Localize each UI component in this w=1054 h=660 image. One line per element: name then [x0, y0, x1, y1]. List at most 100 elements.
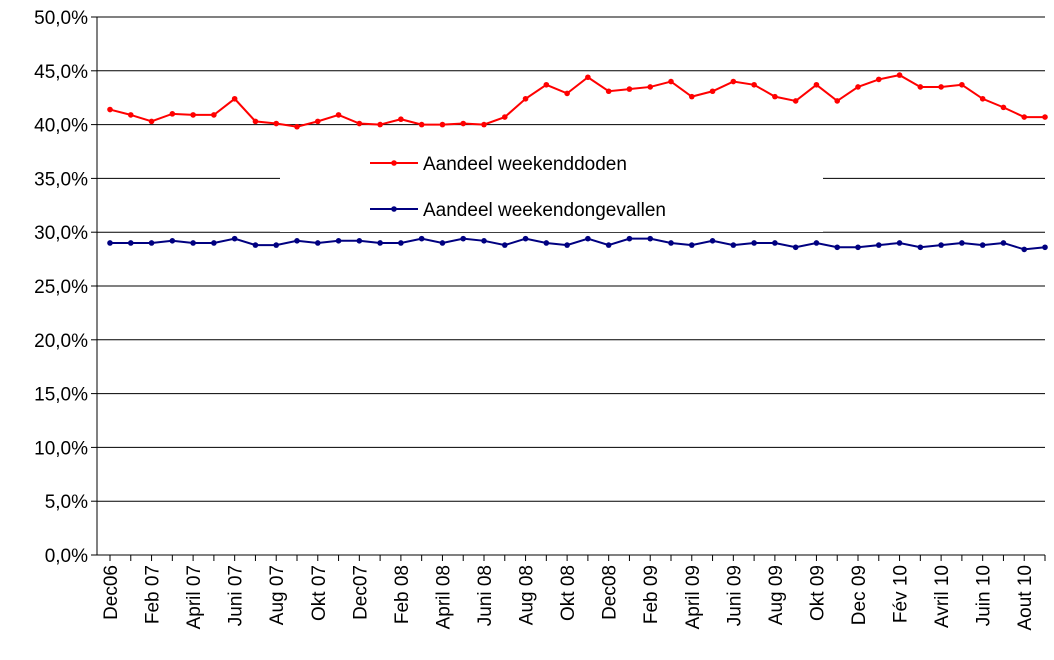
- data-point: [543, 240, 550, 246]
- data-point: [273, 242, 280, 248]
- data-point: [335, 238, 342, 244]
- data-point: [564, 242, 570, 248]
- data-point: [356, 120, 363, 127]
- data-point: [605, 242, 612, 248]
- data-point: [522, 235, 529, 242]
- data-point: [896, 240, 903, 246]
- series-line: [109, 74, 1045, 128]
- data-point: [772, 93, 778, 100]
- x-tick-label: Aug 09: [766, 565, 787, 625]
- data-point: [647, 235, 654, 242]
- data-point: [231, 95, 238, 102]
- y-tick-label: 25,0%: [34, 277, 88, 298]
- data-point: [190, 240, 196, 246]
- data-point: [813, 81, 820, 88]
- data-point: [730, 242, 737, 248]
- legend-label: Aandeel weekenddoden: [423, 154, 627, 175]
- data-point: [688, 93, 695, 100]
- data-point: [709, 88, 716, 95]
- y-tick-label: 10,0%: [34, 438, 88, 459]
- data-point: [626, 235, 633, 242]
- x-tick-label: Juni 08: [475, 565, 496, 626]
- x-tick-label: Dec 09: [849, 565, 870, 625]
- data-point: [688, 242, 695, 248]
- x-tick-label: Feb 07: [143, 565, 164, 624]
- data-point: [626, 86, 633, 92]
- data-point: [273, 120, 280, 127]
- y-tick-label: 50,0%: [34, 8, 88, 29]
- x-tick-label: Juni 07: [226, 565, 247, 626]
- x-tick-label: Okt 07: [309, 565, 330, 621]
- y-tick-label: 5,0%: [45, 492, 88, 513]
- x-tick-label: Aug 08: [517, 565, 538, 625]
- data-point: [875, 76, 882, 83]
- data-point: [190, 112, 196, 118]
- x-tick-label: Feb 09: [641, 565, 662, 624]
- y-tick-label: 20,0%: [34, 331, 88, 352]
- data-point: [481, 238, 487, 244]
- x-tick-label: Okt 09: [807, 565, 828, 621]
- legend-marker: [391, 160, 397, 166]
- data-point: [875, 242, 882, 248]
- x-tick-label: Aout 10: [1015, 565, 1036, 631]
- data-point: [522, 95, 529, 102]
- data-point: [398, 116, 404, 123]
- x-tick-label: Okt 08: [558, 565, 579, 621]
- data-point: [896, 72, 903, 78]
- data-point: [1021, 246, 1028, 253]
- data-point: [439, 240, 446, 246]
- data-point: [1042, 244, 1048, 251]
- data-point: [377, 121, 383, 128]
- data-point: [148, 118, 155, 125]
- x-tick-label: Feb 08: [392, 565, 413, 624]
- data-point: [211, 240, 217, 246]
- legend-marker: [391, 206, 397, 212]
- y-tick-label: 40,0%: [34, 116, 88, 137]
- data-point: [460, 235, 467, 242]
- data-point: [294, 238, 300, 244]
- x-tick-label: April 08: [433, 565, 454, 629]
- data-point: [1000, 240, 1007, 246]
- data-point: [231, 235, 238, 242]
- data-point: [647, 84, 654, 90]
- data-point: [834, 244, 841, 251]
- data-point: [148, 240, 155, 246]
- data-point: [855, 84, 861, 90]
- data-point: [751, 81, 757, 88]
- data-point: [169, 111, 176, 117]
- y-tick-label: 35,0%: [34, 169, 88, 190]
- data-point: [252, 118, 259, 125]
- data-point: [668, 240, 674, 246]
- data-point: [1021, 114, 1028, 120]
- y-tick-label: 30,0%: [34, 223, 88, 244]
- data-point: [501, 242, 508, 248]
- data-point: [938, 84, 944, 90]
- x-tick-label: Juin 10: [974, 565, 995, 626]
- y-tick-label: 15,0%: [34, 385, 88, 406]
- data-point: [356, 238, 363, 244]
- data-point: [314, 240, 321, 246]
- data-point: [439, 121, 446, 128]
- data-point: [294, 123, 300, 130]
- data-point: [668, 78, 674, 85]
- data-point: [834, 98, 841, 104]
- x-tick-label: April 07: [184, 565, 205, 629]
- x-tick-label: Aug 07: [267, 565, 288, 625]
- data-point: [917, 84, 924, 90]
- data-point: [959, 240, 965, 246]
- data-point: [127, 240, 134, 246]
- y-tick-label: 0,0%: [45, 546, 88, 567]
- x-tick-label: Dec07: [350, 565, 371, 620]
- data-point: [211, 112, 217, 118]
- data-point: [959, 81, 965, 88]
- data-point: [169, 238, 176, 244]
- data-point: [585, 74, 591, 81]
- data-point: [979, 95, 986, 102]
- data-point: [938, 242, 944, 248]
- data-point: [252, 242, 259, 248]
- data-point: [127, 112, 134, 118]
- data-point: [730, 78, 737, 85]
- data-point: [792, 244, 799, 251]
- x-tick-label: Dec06: [101, 565, 122, 620]
